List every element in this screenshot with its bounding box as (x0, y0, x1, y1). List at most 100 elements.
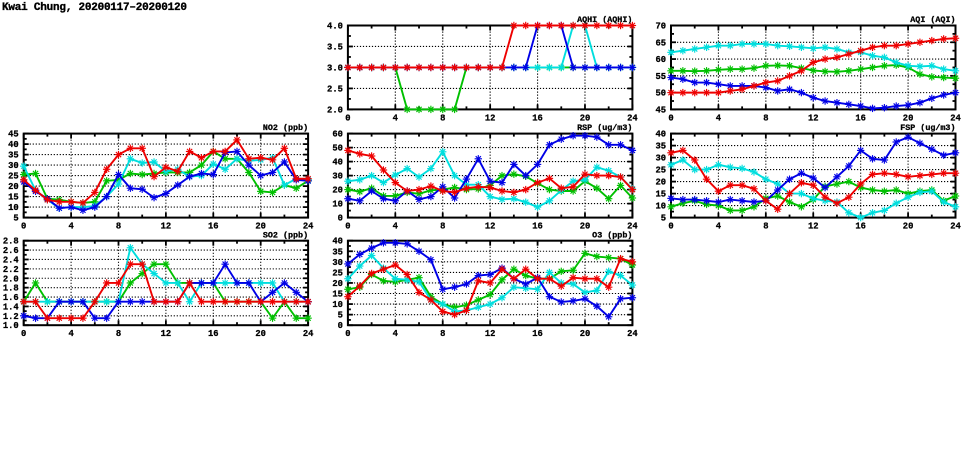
svg-text:2.0: 2.0 (3, 274, 19, 284)
svg-text:2.4: 2.4 (3, 255, 20, 265)
svg-text:20: 20 (580, 222, 591, 232)
svg-text:20: 20 (255, 329, 266, 339)
svg-text:4: 4 (393, 329, 399, 339)
svg-text:24: 24 (303, 329, 314, 339)
svg-text:16: 16 (532, 222, 543, 232)
svg-text:10: 10 (332, 200, 343, 210)
svg-text:12: 12 (485, 113, 496, 123)
svg-text:20: 20 (332, 186, 343, 196)
svg-text:30: 30 (332, 172, 343, 182)
svg-text:8: 8 (440, 113, 445, 123)
svg-text:12: 12 (808, 113, 819, 123)
svg-text:0: 0 (21, 222, 26, 232)
svg-text:12: 12 (808, 222, 819, 232)
svg-text:10: 10 (332, 300, 343, 310)
svg-text:15: 15 (655, 190, 666, 200)
svg-text:12: 12 (161, 222, 172, 232)
svg-text:RSP (ug/m3): RSP (ug/m3) (577, 123, 632, 133)
svg-text:12: 12 (485, 222, 496, 232)
svg-text:2.0: 2.0 (327, 105, 343, 115)
svg-text:8: 8 (440, 222, 445, 232)
svg-text:10: 10 (655, 202, 666, 212)
svg-text:O3 (ppb): O3 (ppb) (592, 230, 632, 240)
svg-text:55: 55 (655, 72, 666, 82)
svg-text:1.8: 1.8 (3, 284, 19, 294)
svg-text:12: 12 (161, 329, 172, 339)
svg-text:0: 0 (345, 113, 350, 123)
svg-text:24: 24 (950, 113, 961, 123)
svg-text:25: 25 (332, 268, 343, 278)
svg-text:60: 60 (332, 130, 343, 140)
svg-text:0: 0 (338, 214, 343, 224)
svg-text:40: 40 (8, 140, 19, 150)
svg-text:30: 30 (655, 154, 666, 164)
svg-text:2.2: 2.2 (3, 265, 19, 275)
svg-text:1.6: 1.6 (3, 293, 19, 303)
svg-text:8: 8 (116, 329, 121, 339)
svg-text:3.0: 3.0 (327, 63, 343, 73)
svg-text:16: 16 (855, 113, 866, 123)
svg-text:24: 24 (627, 222, 638, 232)
svg-text:60: 60 (655, 55, 666, 65)
svg-text:24: 24 (627, 329, 638, 339)
svg-text:50: 50 (332, 144, 343, 154)
svg-text:70: 70 (655, 22, 666, 32)
svg-text:45: 45 (8, 130, 19, 140)
svg-text:20: 20 (580, 329, 591, 339)
svg-text:4: 4 (716, 222, 722, 232)
svg-text:4: 4 (716, 113, 722, 123)
svg-text:Kwai Chung, 20200117–20200120: Kwai Chung, 20200117–20200120 (2, 2, 187, 14)
svg-text:20: 20 (903, 113, 914, 123)
svg-text:0: 0 (668, 113, 673, 123)
svg-text:0: 0 (21, 329, 26, 339)
svg-text:20: 20 (580, 113, 591, 123)
svg-text:4.0: 4.0 (327, 22, 343, 32)
svg-text:8: 8 (440, 329, 445, 339)
svg-text:4: 4 (393, 222, 399, 232)
svg-text:25: 25 (8, 172, 19, 182)
svg-text:30: 30 (8, 161, 19, 171)
svg-text:AQI (AQI): AQI (AQI) (910, 15, 955, 25)
svg-text:0: 0 (668, 222, 673, 232)
svg-text:24: 24 (627, 113, 638, 123)
svg-text:40: 40 (655, 130, 666, 140)
svg-text:35: 35 (8, 151, 19, 161)
svg-text:SO2 (ppb): SO2 (ppb) (263, 230, 308, 240)
svg-text:20: 20 (655, 178, 666, 188)
svg-text:5: 5 (13, 214, 18, 224)
svg-text:20: 20 (903, 222, 914, 232)
svg-text:2.8: 2.8 (3, 237, 19, 247)
svg-text:4: 4 (393, 113, 399, 123)
svg-text:16: 16 (532, 113, 543, 123)
svg-text:30: 30 (332, 258, 343, 268)
svg-text:35: 35 (332, 247, 343, 257)
svg-text:16: 16 (208, 329, 219, 339)
svg-text:4: 4 (68, 329, 74, 339)
svg-text:0: 0 (345, 329, 350, 339)
svg-text:AQHI (AQHI): AQHI (AQHI) (577, 15, 632, 25)
svg-text:1.0: 1.0 (3, 321, 19, 331)
svg-text:15: 15 (332, 290, 343, 300)
svg-text:10: 10 (8, 203, 19, 213)
svg-text:50: 50 (655, 89, 666, 99)
svg-text:25: 25 (655, 166, 666, 176)
svg-text:16: 16 (532, 329, 543, 339)
svg-text:1.2: 1.2 (3, 312, 19, 322)
svg-text:8: 8 (116, 222, 121, 232)
svg-text:40: 40 (332, 237, 343, 247)
svg-text:5: 5 (338, 311, 343, 321)
svg-text:20: 20 (255, 222, 266, 232)
svg-text:20: 20 (8, 182, 19, 192)
svg-text:5: 5 (661, 214, 666, 224)
svg-text:2.6: 2.6 (3, 246, 19, 256)
svg-text:8: 8 (763, 222, 768, 232)
svg-text:NO2 (ppb): NO2 (ppb) (263, 123, 308, 133)
svg-text:16: 16 (855, 222, 866, 232)
svg-text:40: 40 (332, 158, 343, 168)
svg-text:8: 8 (763, 113, 768, 123)
svg-text:1.4: 1.4 (3, 302, 20, 312)
svg-text:16: 16 (208, 222, 219, 232)
svg-text:24: 24 (950, 222, 961, 232)
svg-text:0: 0 (338, 321, 343, 331)
svg-text:0: 0 (345, 222, 350, 232)
